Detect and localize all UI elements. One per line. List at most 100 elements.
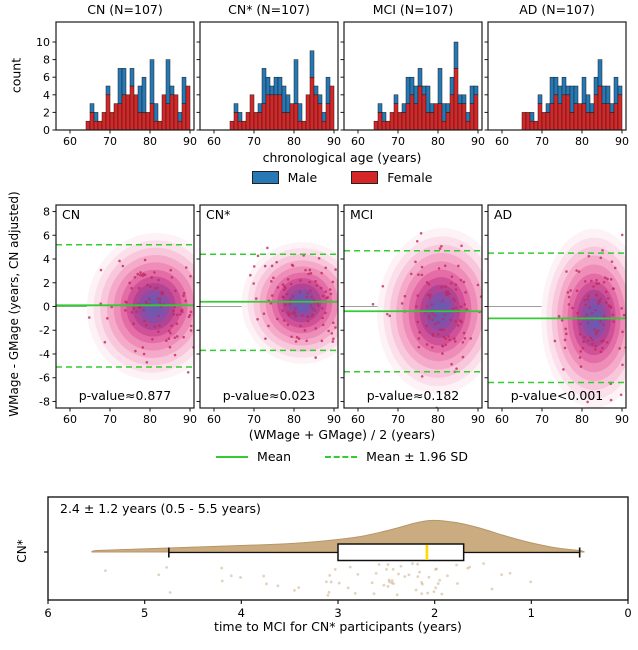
age-xlabel: chronological age (years): [262, 150, 422, 165]
svg-text:4: 4: [43, 89, 50, 102]
sd-label: Mean ± 1.96 SD: [366, 449, 468, 464]
male-swatch: [251, 171, 279, 184]
raincloud-annotation: 2.4 ± 1.2 years (0.5 - 5.5 years): [60, 501, 261, 516]
svg-text:60: 60: [495, 413, 509, 426]
box: [337, 543, 465, 562]
svg-text:2: 2: [431, 606, 438, 620]
svg-text:90: 90: [183, 413, 197, 426]
svg-text:90: 90: [327, 413, 341, 426]
svg-text:2: 2: [43, 277, 50, 290]
svg-text:90: 90: [183, 135, 197, 148]
svg-text:70: 70: [391, 413, 405, 426]
pvalue-cn: p-value≈0.877: [78, 388, 172, 403]
svg-text:-8: -8: [39, 395, 50, 408]
svg-text:8: 8: [43, 54, 50, 67]
svg-text:70: 70: [103, 135, 117, 148]
panel-spines: [343, 21, 483, 131]
svg-text:60: 60: [351, 413, 365, 426]
svg-text:0: 0: [43, 301, 50, 314]
panel-spines: [55, 21, 195, 131]
svg-text:60: 60: [63, 413, 77, 426]
svg-text:80: 80: [431, 413, 445, 426]
svg-text:-6: -6: [39, 372, 50, 385]
svg-text:3: 3: [334, 606, 341, 620]
svg-text:70: 70: [535, 413, 549, 426]
diff-ylabel: WMage - GMage (years, CN adjusted): [7, 191, 21, 417]
svg-text:80: 80: [287, 135, 301, 148]
bland-altman-panel-CN*: 60 70 80 90: [196, 204, 341, 426]
scatter-points: [249, 246, 337, 359]
panel-title-ad: AD (N=107): [519, 2, 595, 17]
stacked-bars: [521, 59, 623, 131]
svg-text:60: 60: [207, 413, 221, 426]
svg-text:60: 60: [351, 135, 365, 148]
mean-age-xlabel: (WMage + GMage) / 2 (years): [248, 427, 436, 442]
svg-text:70: 70: [103, 413, 117, 426]
svg-text:70: 70: [247, 413, 261, 426]
panel-title-mci: MCI (N=107): [372, 2, 454, 17]
svg-text:70: 70: [391, 135, 405, 148]
pvalue-mci: p-value≈0.182: [366, 388, 460, 403]
time-xlabel: time to MCI for CN* participants (years): [214, 619, 462, 634]
pvalue-cnstar: p-value≈0.023: [222, 388, 316, 403]
svg-text:2: 2: [43, 106, 50, 119]
group-label-mci: MCI: [350, 207, 374, 222]
raincloud-panel: 6 5 4 3 2 1 0: [44, 496, 632, 620]
svg-text:80: 80: [575, 135, 589, 148]
svg-text:80: 80: [143, 135, 157, 148]
mean-line-sample: [216, 455, 249, 458]
svg-text:6: 6: [43, 229, 50, 242]
svg-text:80: 80: [431, 135, 445, 148]
svg-text:60: 60: [207, 135, 221, 148]
svg-text:6: 6: [44, 606, 51, 620]
svg-text:-4: -4: [39, 348, 50, 361]
svg-text:-2: -2: [39, 324, 50, 337]
mean-legend: Mean Mean ± 1.96 SD: [56, 449, 628, 464]
panel-title-cn: CN (N=107): [87, 2, 163, 17]
svg-text:90: 90: [471, 413, 485, 426]
svg-text:60: 60: [63, 135, 77, 148]
svg-text:4: 4: [43, 253, 50, 266]
kde-contours: [241, 242, 338, 364]
histogram-panel-MCI: 60 70 80 90: [340, 21, 485, 148]
sex-legend: Male Female: [56, 170, 628, 185]
panel-spines: [487, 21, 627, 131]
pvalue-ad: p-value<0.001: [510, 388, 604, 403]
svg-text:0: 0: [624, 606, 631, 620]
svg-text:90: 90: [471, 135, 485, 148]
mean-label: Mean: [257, 449, 292, 464]
rain-points: [104, 562, 533, 597]
histogram-panel-CN: 60 70 80 90 0 2 4 6 8 10: [36, 21, 197, 148]
bland-altman-panel-CN: 60 70 80 90 -8 -6 -4 -2 0 2 4 6 8: [39, 204, 197, 426]
stacked-bars: [229, 50, 335, 131]
svg-text:90: 90: [327, 135, 341, 148]
panel-title-cnstar: CN* (N=107): [228, 2, 310, 17]
svg-text:80: 80: [143, 413, 157, 426]
svg-text:70: 70: [535, 135, 549, 148]
female-swatch: [351, 171, 379, 184]
svg-text:4: 4: [238, 606, 245, 620]
male-label: Male: [287, 170, 318, 185]
female-label: Female: [387, 170, 433, 185]
legend-item-mean: Mean: [216, 449, 291, 464]
panel-spines: [199, 21, 339, 131]
svg-text:0: 0: [43, 124, 50, 137]
legend-item-female: Female: [351, 170, 432, 185]
svg-text:70: 70: [247, 135, 261, 148]
sd-line-sample: [325, 455, 358, 458]
svg-text:80: 80: [287, 413, 301, 426]
scatter-points: [371, 231, 482, 408]
legend-item-sd: Mean ± 1.96 SD: [325, 449, 468, 464]
svg-text:80: 80: [575, 413, 589, 426]
svg-text:90: 90: [615, 135, 629, 148]
group-label-cn: CN: [62, 207, 81, 222]
svg-text:1: 1: [528, 606, 535, 620]
stacked-bars: [85, 59, 191, 131]
raincloud-ytick-label: CN*: [15, 539, 29, 563]
count-ylabel: count: [8, 57, 24, 94]
histogram-panel-CN*: 60 70 80 90: [196, 21, 341, 148]
svg-text:60: 60: [495, 135, 509, 148]
bland-altman-panel-AD: 60 70 80 90: [484, 204, 629, 426]
